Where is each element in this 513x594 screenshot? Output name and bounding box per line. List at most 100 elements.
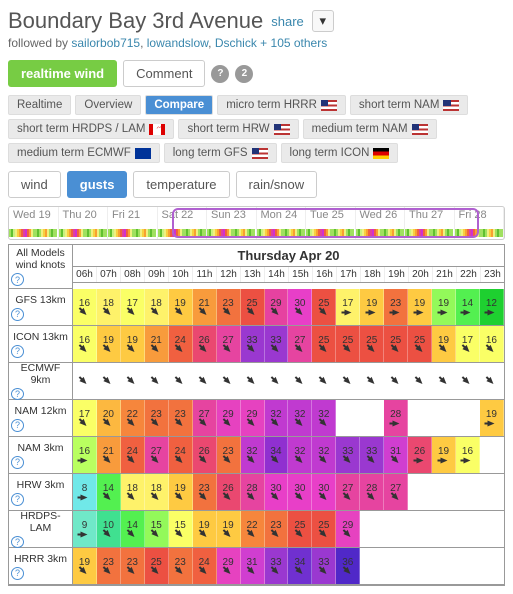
var-tab-wind[interactable]: wind [8, 171, 61, 198]
left-head-line2: wind knots [11, 259, 70, 271]
model-name-cell: HRRR 3km? [9, 548, 73, 584]
wind-arrow-icon [128, 419, 137, 428]
forecast-cell: 17 [73, 400, 97, 436]
wind-arrow-icon [319, 345, 328, 354]
forecast-cell [456, 511, 480, 547]
var-tab-temperature[interactable]: temperature [133, 171, 229, 198]
forecast-cell: 10 [97, 511, 121, 547]
follower-link[interactable]: sailorbob715 [71, 36, 140, 50]
wind-arrow-icon [152, 456, 161, 465]
day-segment[interactable]: Wed 19 [9, 207, 59, 239]
wind-arrow-icon [247, 308, 256, 317]
help-icon[interactable]: ? [211, 65, 229, 83]
wind-arrow-icon [128, 345, 137, 354]
wind-arrow-icon [247, 530, 256, 539]
forecast-cell: 18 [145, 474, 169, 510]
forecast-cell [408, 363, 432, 399]
var-tab-rain-snow[interactable]: rain/snow [236, 171, 318, 198]
wind-arrow-icon [104, 493, 113, 502]
wind-arrow-icon [128, 493, 137, 502]
wind-arrow-icon [200, 530, 209, 539]
forecast-cell [456, 400, 480, 436]
wind-arrow-icon [295, 308, 304, 317]
help-icon[interactable]: ? [11, 388, 24, 400]
forecast-cell: 16 [73, 326, 97, 362]
forecast-cell [456, 548, 480, 584]
follower-link[interactable]: lowandslow [147, 36, 208, 50]
forecast-cell: 27 [384, 474, 408, 510]
wind-arrow-icon [319, 567, 328, 576]
wind-arrow-icon [295, 345, 304, 354]
help-icon[interactable]: ? [11, 493, 24, 506]
model-pill[interactable]: medium term NAM [303, 119, 437, 139]
var-tab-gusts[interactable]: gusts [67, 171, 128, 198]
tab-compare[interactable]: Compare [145, 95, 213, 115]
wind-arrow-icon [295, 493, 304, 502]
wind-arrow-icon [176, 419, 185, 428]
wind-arrow-icon [200, 567, 209, 576]
tab-overview[interactable]: Overview [75, 95, 141, 115]
hour-header: 11h [193, 267, 217, 282]
help-icon[interactable]: ? [11, 273, 24, 286]
wind-arrow-icon [176, 530, 185, 539]
realtime-wind-button[interactable]: realtime wind [8, 60, 117, 87]
tab-realtime[interactable]: Realtime [8, 95, 71, 115]
help-icon[interactable]: ? [11, 456, 24, 469]
share-link[interactable]: share [271, 14, 304, 29]
hour-header: 20h [409, 267, 433, 282]
model-name-cell: NAM 3km? [9, 437, 73, 473]
forecast-cell: 25 [360, 326, 384, 362]
hour-header-row: 06h07h08h09h10h11h12h13h14h15h16h17h18h1… [73, 267, 504, 283]
model-row: HRRR 3km?192323252324293133343336 [9, 548, 504, 585]
model-name-cell: HRW 3km? [9, 474, 73, 510]
model-pill[interactable]: long term GFS [164, 143, 277, 163]
hour-header: 21h [433, 267, 457, 282]
model-pill[interactable]: short term HRW [178, 119, 298, 139]
forecast-cell: 19 [408, 289, 432, 325]
forecast-cell [312, 363, 336, 399]
wind-arrow-icon [200, 456, 209, 465]
wind-arrow-icon [176, 456, 185, 465]
wind-arrow-icon [80, 308, 89, 317]
model-pill[interactable]: short term HRDPS / LAM [8, 119, 174, 139]
forecast-cell: 33 [265, 548, 289, 584]
follower-link[interactable]: Dschick [215, 36, 257, 50]
help-icon[interactable]: ? [11, 308, 24, 321]
comment-button[interactable]: Comment [123, 60, 205, 87]
flag-icon [412, 124, 428, 135]
help-icon[interactable]: ? [11, 536, 24, 548]
day-segment[interactable]: Thu 20 [59, 207, 109, 239]
forecast-cell [217, 363, 241, 399]
follower-links[interactable]: sailorbob715, lowandslow, Dschick [71, 36, 260, 50]
day-segment[interactable]: Fri 21 [108, 207, 158, 239]
model-pill[interactable]: micro term HRRR [217, 95, 346, 115]
forecast-cell: 19 [432, 326, 456, 362]
model-name-cell: ECMWF 9km? [9, 363, 73, 399]
forecast-cell: 25 [288, 511, 312, 547]
grid-header-left: All Models wind knots ? [9, 245, 73, 289]
help-icon[interactable]: ? [11, 567, 24, 580]
help-icon[interactable]: ? [11, 345, 24, 358]
wind-arrow-icon [200, 376, 209, 385]
model-pill[interactable]: long term ICON [281, 143, 399, 163]
model-pill[interactable]: medium term ECMWF [8, 143, 160, 163]
wind-arrow-icon [80, 419, 89, 428]
wind-arrow-icon [200, 493, 209, 502]
forecast-cell: 18 [97, 289, 121, 325]
forecast-cell: 32 [241, 437, 265, 473]
flag-icon [321, 100, 337, 111]
wind-arrow-icon [343, 345, 352, 354]
day-selector-band[interactable]: Wed 19Thu 20Fri 21Sat 22Sun 23Mon 24Tue … [8, 206, 505, 240]
wind-arrow-icon [440, 458, 447, 464]
wind-arrow-icon [176, 567, 185, 576]
forecast-cell [169, 363, 193, 399]
forecast-cell: 26 [193, 326, 217, 362]
model-pill[interactable]: short term NAM [350, 95, 469, 115]
more-followers-link[interactable]: + 105 others [260, 36, 327, 50]
options-dropdown[interactable]: ▾ [312, 10, 334, 32]
forecast-cell: 29 [241, 400, 265, 436]
help-icon[interactable]: ? [11, 419, 24, 432]
forecast-cell: 23 [265, 511, 289, 547]
forecast-cell: 25 [241, 289, 265, 325]
forecast-cell [480, 437, 504, 473]
